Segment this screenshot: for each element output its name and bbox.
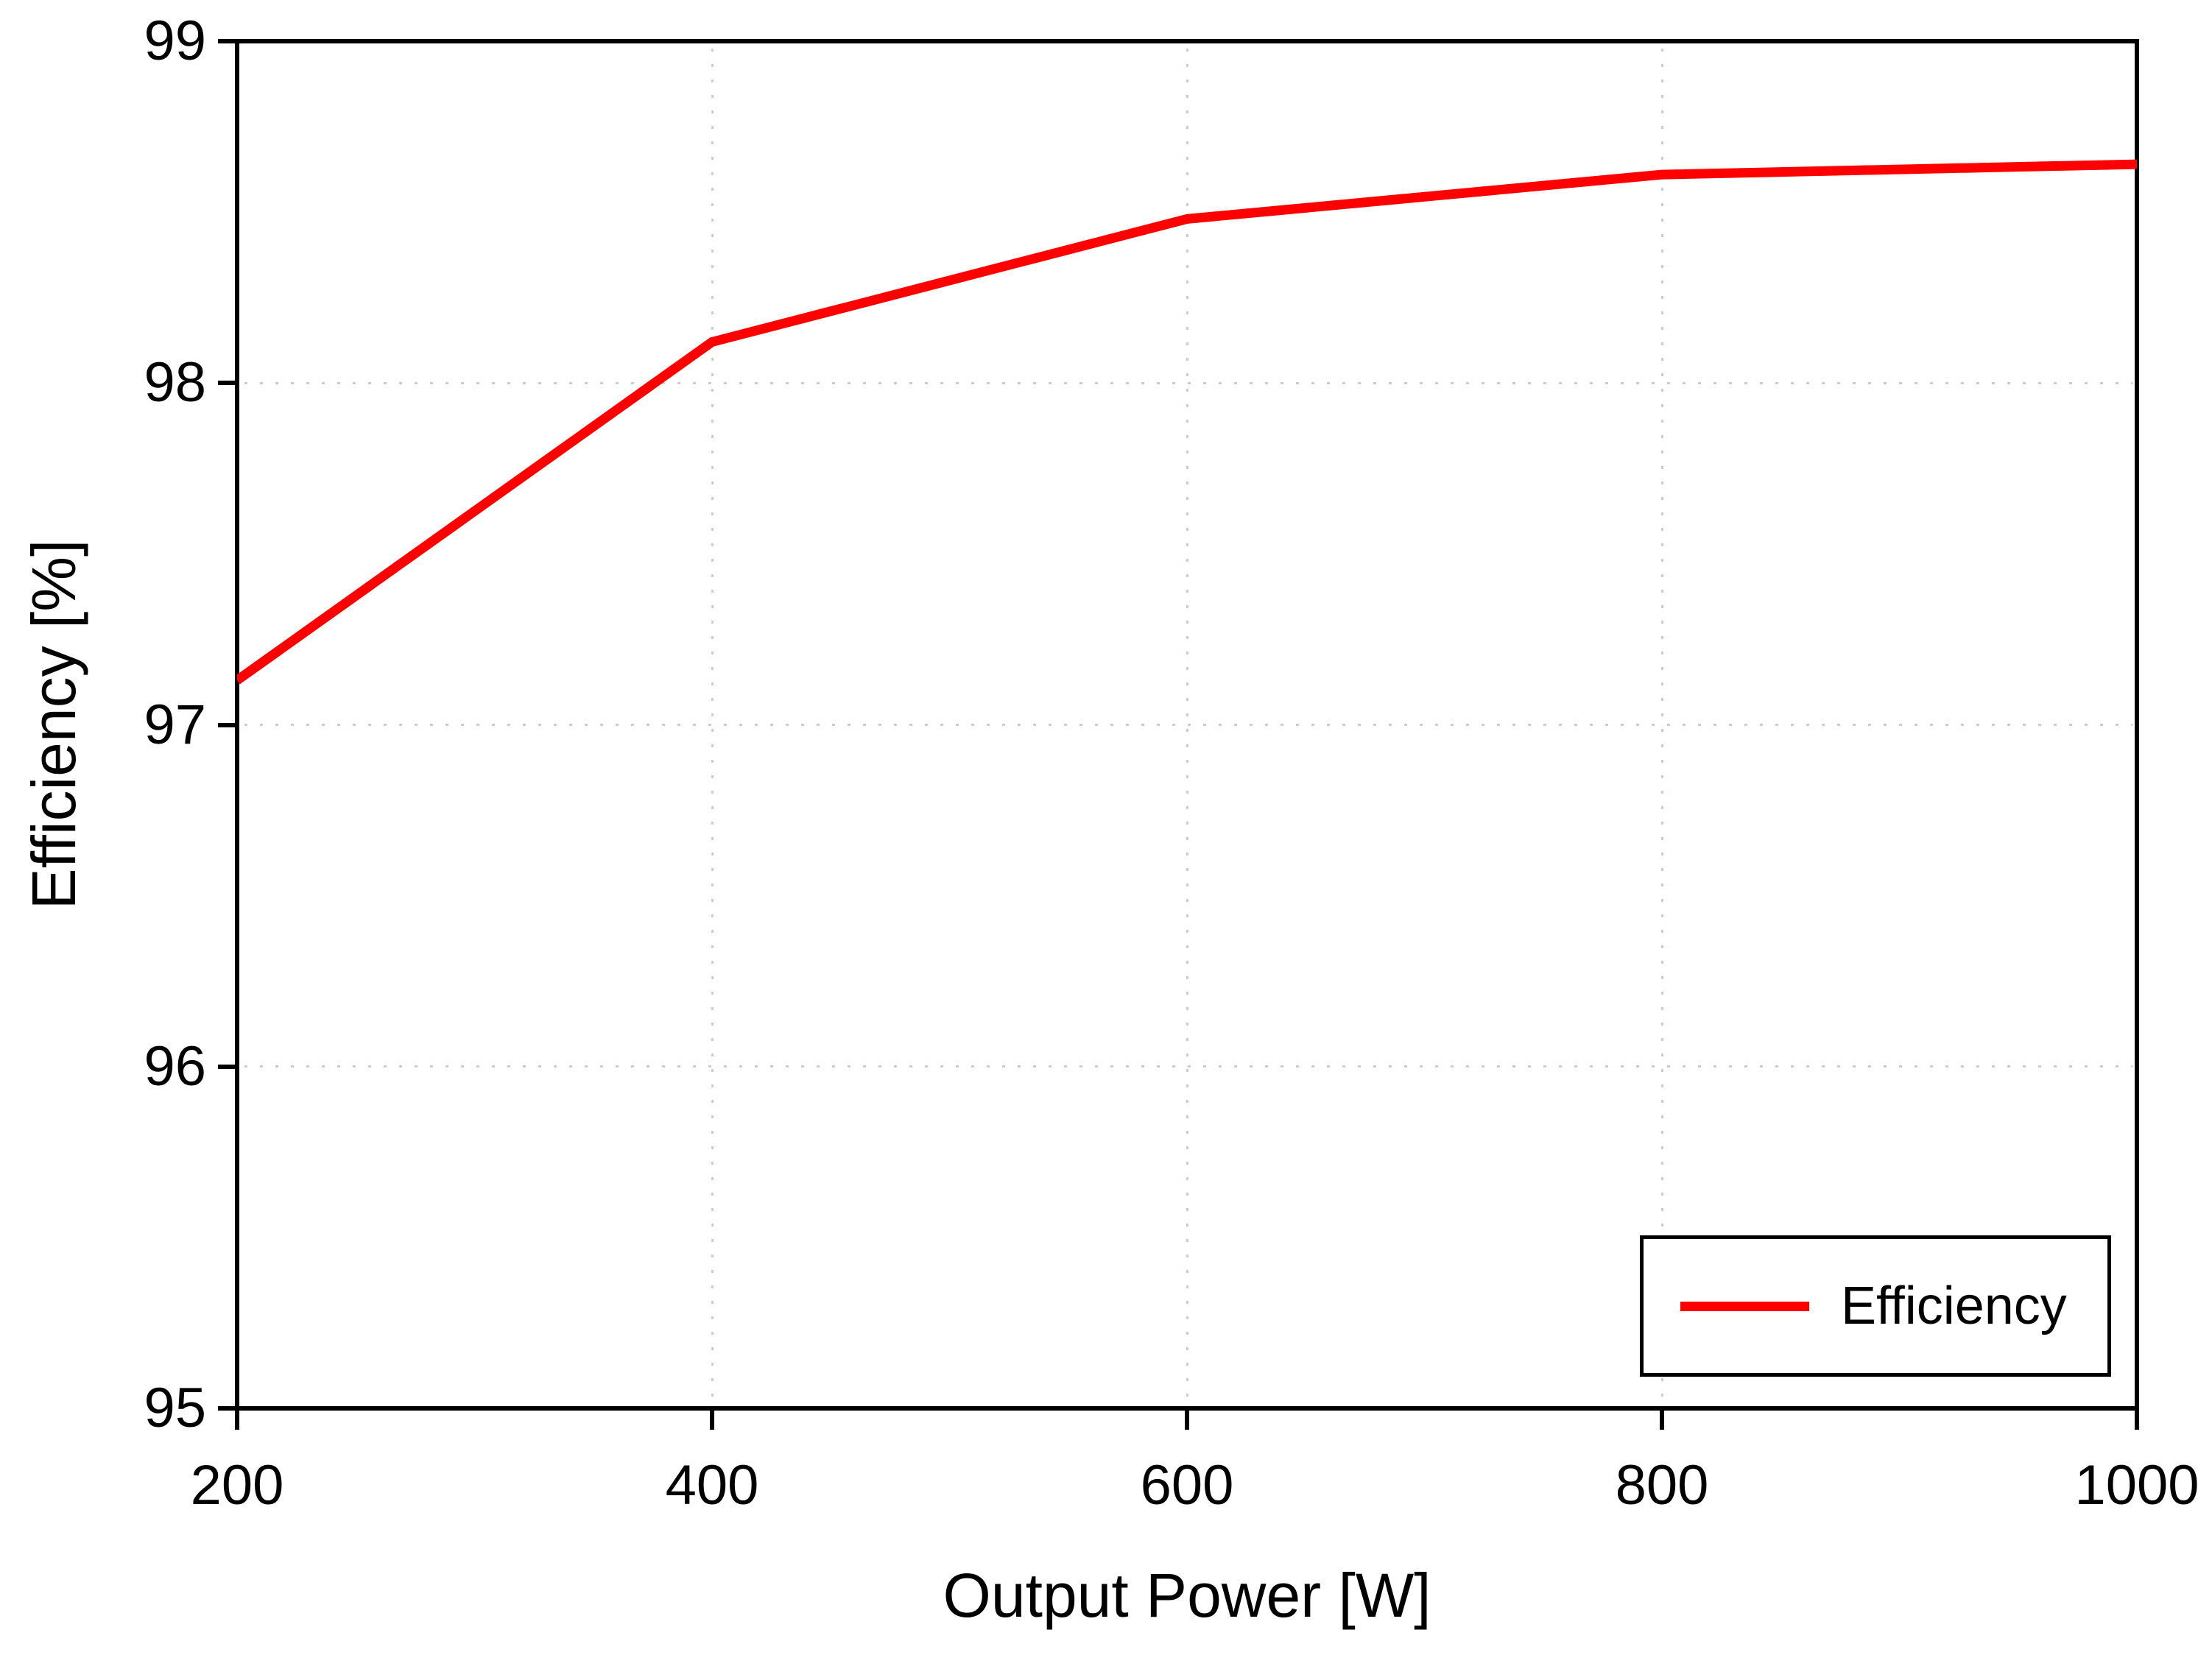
x-axis-tick — [2135, 1411, 2139, 1430]
x-axis-tick — [235, 1411, 239, 1430]
plot-border — [235, 39, 2139, 1411]
x-tick-label: 800 — [1615, 1454, 1709, 1517]
x-tick-label: 400 — [665, 1454, 759, 1517]
x-axis-tick — [1185, 1411, 1189, 1430]
x-axis-tick — [710, 1411, 714, 1430]
y-axis-tick — [218, 381, 237, 386]
efficiency-line — [237, 159, 2137, 685]
y-tick-label: 98 — [144, 351, 206, 414]
y-gridline — [244, 724, 2132, 726]
x-gridline — [1186, 49, 1188, 1404]
legend-label: Efficiency — [1841, 1277, 2067, 1335]
x-gridline — [1660, 49, 1663, 1404]
y-tick-label: 96 — [144, 1034, 206, 1098]
x-axis-title: Output Power [W] — [943, 1561, 1431, 1630]
y-axis-tick — [218, 722, 237, 727]
y-axis-tick — [218, 39, 237, 43]
x-gridline — [711, 49, 714, 1404]
y-axis-tick — [218, 1064, 237, 1069]
y-axis-title: Efficiency [%] — [19, 539, 88, 910]
y-gridline — [244, 381, 2132, 384]
x-tick-label: 200 — [190, 1454, 284, 1517]
legend-line-sample-icon — [1680, 1301, 1809, 1311]
y-tick-label: 95 — [144, 1377, 206, 1439]
x-tick-label: 1000 — [2074, 1454, 2199, 1517]
x-axis-tick — [1660, 1411, 1664, 1430]
y-tick-label: 99 — [144, 10, 206, 72]
x-tick-label: 600 — [1140, 1454, 1234, 1517]
data-series-layer — [237, 159, 2137, 685]
y-tick-label: 97 — [144, 693, 206, 756]
y-axis-tick — [218, 1406, 237, 1411]
y-gridline — [244, 1065, 2132, 1068]
legend-box: Efficiency — [1640, 1235, 2111, 1377]
